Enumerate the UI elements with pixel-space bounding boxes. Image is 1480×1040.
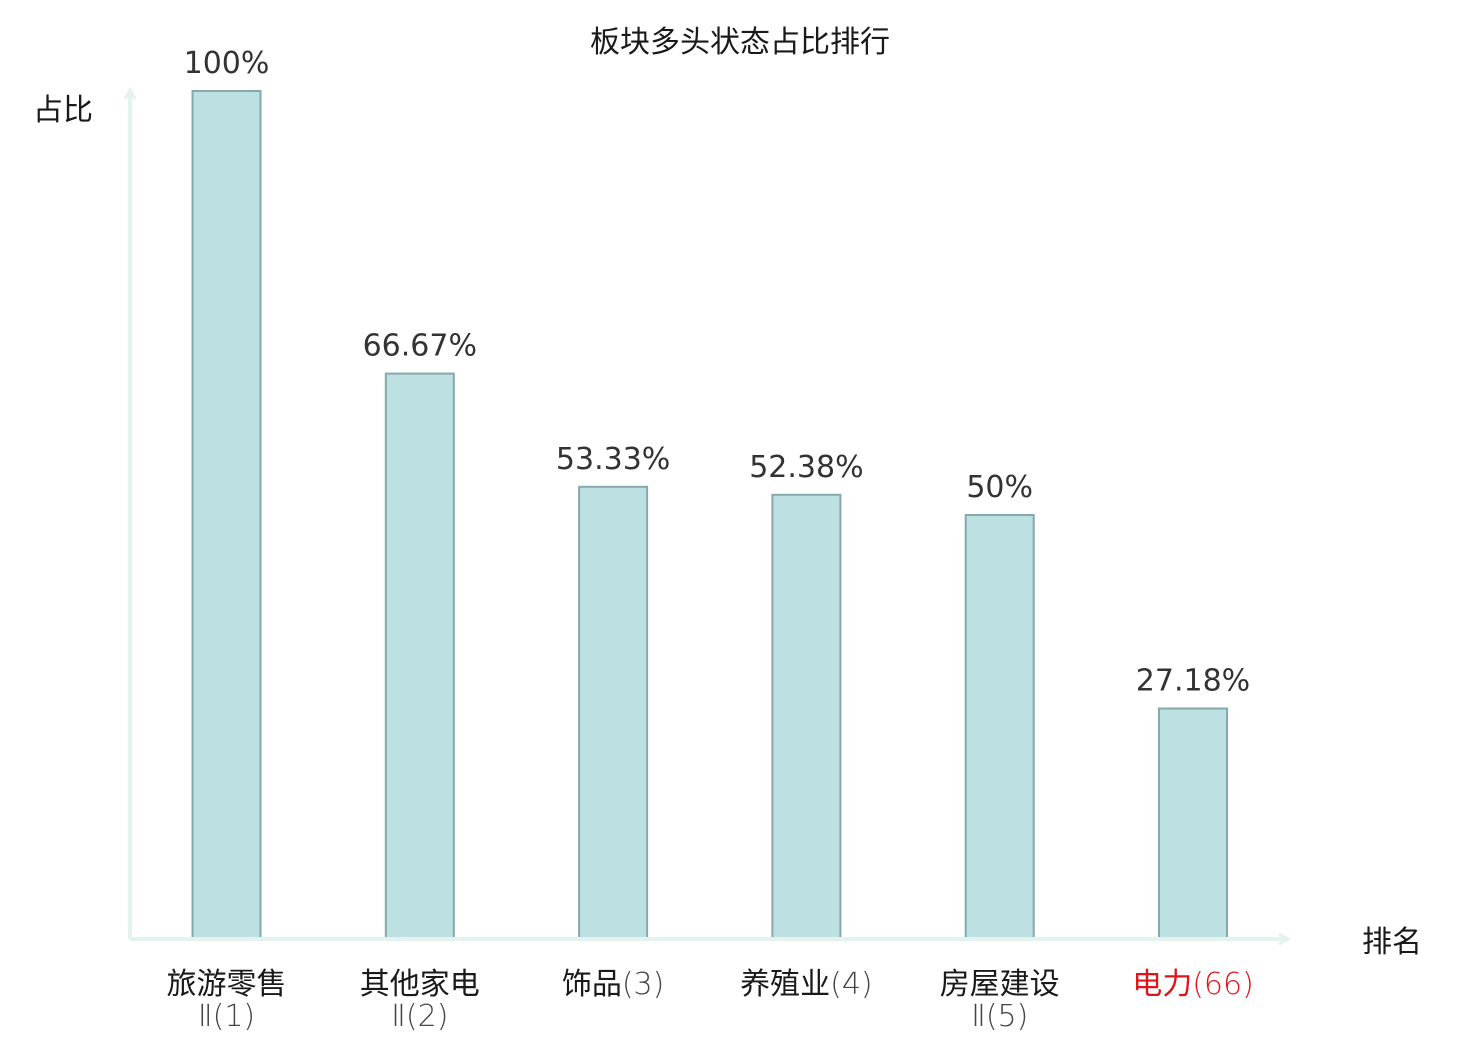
value-label-2: 66.67% xyxy=(363,329,477,364)
bar-2 xyxy=(384,372,455,941)
value-label-4: 52.38% xyxy=(749,450,863,485)
category-label-3: 饰品(3) xyxy=(562,967,665,1002)
value-label-3: 53.33% xyxy=(556,442,670,477)
value-labels-group: 100% 66.67% 53.33% 52.38% 50% 27.18% xyxy=(184,46,1251,699)
value-label-5: 50% xyxy=(966,470,1033,505)
category-label-1-line2: Ⅱ(1) xyxy=(198,999,255,1034)
category-label-5-line2: Ⅱ(5) xyxy=(971,999,1028,1034)
value-label-6: 27.18% xyxy=(1136,664,1250,699)
category-label-4: 养殖业(4) xyxy=(740,967,873,1002)
bar-5 xyxy=(964,514,1035,940)
category-label-2-line2: Ⅱ(2) xyxy=(391,999,448,1034)
category-label-1: 旅游零售 xyxy=(167,967,287,1002)
bars-group xyxy=(191,90,1228,941)
y-axis-label: 占比 xyxy=(33,93,93,128)
bar-3 xyxy=(578,485,649,940)
bar-1 xyxy=(191,90,262,940)
chart-title: 板块多头状态占比排行 xyxy=(590,25,890,60)
category-label-5: 房屋建设 xyxy=(940,967,1060,1002)
category-label-2: 其他家电 xyxy=(360,967,480,1002)
value-label-1: 100% xyxy=(184,46,270,81)
category-label-6: 电力(66) xyxy=(1132,967,1254,1002)
bar-4 xyxy=(771,493,842,940)
x-axis-label: 排名 xyxy=(1362,925,1422,960)
bar-6 xyxy=(1158,707,1228,940)
